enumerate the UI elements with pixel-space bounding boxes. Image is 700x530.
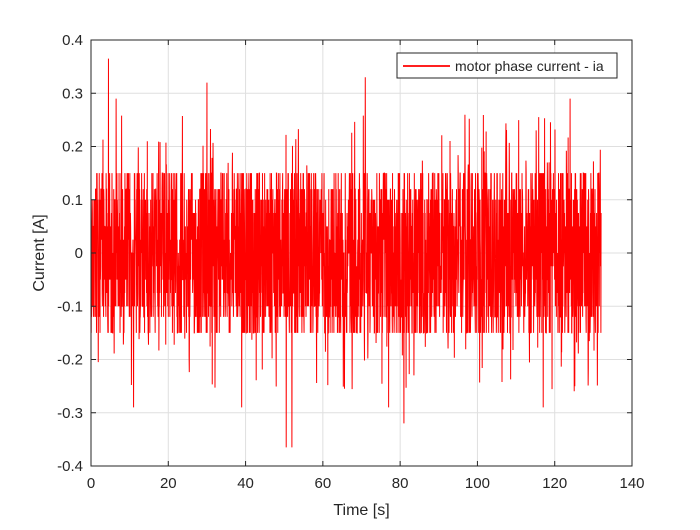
y-axis-title: Current [A]: [31, 214, 48, 291]
y-tick-label: -0.1: [57, 298, 83, 315]
x-tick-label: 40: [237, 475, 254, 492]
tick-labels: 0 20 40 60 80 100 120 140 -0.4 -0.3 -0.2 -0.1 0 0.1 0.…: [57, 32, 644, 492]
x-tick-label: 140: [619, 475, 644, 492]
series-line-motor-phase-current: [90, 58, 602, 448]
y-tick-label: 0.2: [62, 139, 83, 156]
y-tick-label: 0.1: [62, 192, 83, 209]
x-tick-label: 100: [465, 475, 490, 492]
y-tick-label: -0.4: [57, 458, 83, 475]
y-tick-label: 0: [75, 245, 83, 262]
ticks: [90, 39, 633, 467]
y-tick-label: 0.4: [62, 32, 83, 49]
legend-label: motor phase current - ia: [455, 58, 604, 74]
series-layer: [90, 58, 602, 448]
x-tick-label: 0: [87, 475, 95, 492]
legend: motor phase current - ia: [396, 52, 618, 79]
y-tick-label: 0.3: [62, 85, 83, 102]
x-axis-title: Time [s]: [333, 502, 389, 519]
y-tick-label: -0.3: [57, 405, 83, 422]
y-tick-label: -0.2: [57, 352, 83, 369]
x-tick-label: 80: [392, 475, 409, 492]
x-tick-label: 20: [160, 475, 177, 492]
x-tick-label: 120: [542, 475, 567, 492]
x-tick-label: 60: [315, 475, 332, 492]
